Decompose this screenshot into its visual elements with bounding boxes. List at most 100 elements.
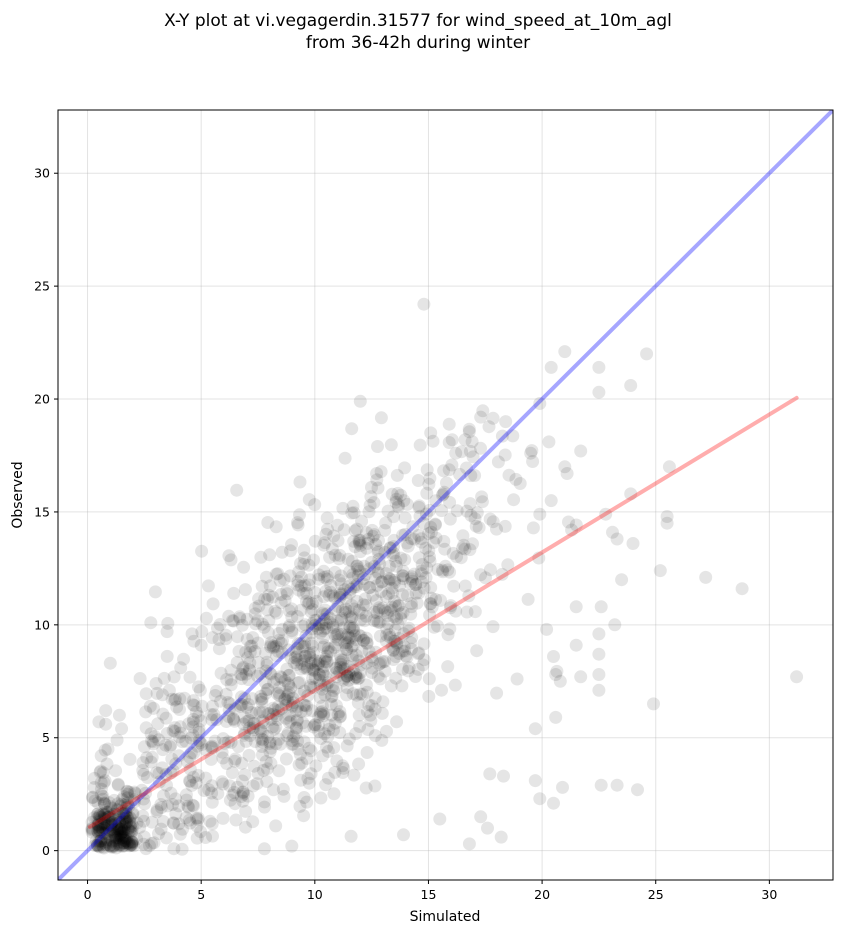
scatter-point — [119, 806, 133, 820]
scatter-point — [263, 579, 277, 593]
scatter-point — [116, 830, 130, 844]
scatter-point — [386, 643, 400, 657]
scatter-point — [547, 796, 560, 810]
scatter-point — [280, 662, 294, 676]
scatter-point — [359, 609, 373, 623]
scatter-point — [121, 822, 135, 836]
scatter-point — [111, 797, 125, 811]
scatter-point — [333, 588, 347, 602]
scatter-point — [346, 571, 360, 585]
scatter-point — [118, 798, 132, 812]
scatter-point — [373, 615, 387, 629]
scatter-point — [113, 799, 127, 813]
scatter-point — [253, 705, 267, 719]
scatter-point — [409, 578, 422, 592]
scatter-point — [526, 455, 540, 468]
scatter-point — [106, 835, 119, 849]
scatter-point — [445, 458, 459, 472]
scatter-point — [334, 655, 348, 669]
scatter-point — [112, 838, 126, 852]
scatter-point — [360, 541, 374, 555]
scatter-point — [159, 738, 173, 752]
scatter-point — [255, 692, 269, 706]
scatter-point — [359, 781, 373, 795]
scatter-point — [111, 824, 125, 838]
scatter-point — [210, 713, 224, 727]
scatter-point — [174, 661, 188, 675]
scatter-point — [325, 680, 339, 694]
scatter-point — [333, 665, 347, 679]
scatter-point — [117, 824, 131, 838]
scatter-point — [350, 580, 363, 593]
scatter-point — [119, 809, 133, 823]
scatter-point — [211, 787, 225, 801]
scatter-point — [222, 703, 236, 717]
scatter-point — [262, 614, 276, 628]
scatter-point — [178, 691, 191, 705]
scatter-point — [306, 639, 320, 653]
scatter-point — [272, 686, 286, 700]
scatter-point — [186, 720, 200, 734]
scatter-point — [316, 665, 330, 679]
scatter-point — [115, 819, 129, 833]
scatter-point — [475, 490, 489, 504]
scatter-point — [291, 574, 305, 588]
scatter-point — [407, 532, 421, 546]
scatter-point — [327, 529, 341, 543]
scatter-point — [450, 504, 464, 518]
scatter-point — [308, 654, 322, 668]
scatter-point — [333, 660, 347, 674]
scatter-point — [320, 607, 334, 621]
scatter-point — [227, 586, 241, 600]
scatter-point — [251, 669, 264, 683]
scatter-point — [144, 755, 158, 769]
scatter-point — [379, 516, 393, 530]
scatter-point — [381, 609, 395, 623]
scatter-point — [356, 572, 370, 586]
scatter-point — [366, 588, 380, 602]
scatter-point — [143, 839, 156, 853]
scatter-point — [103, 818, 117, 832]
scatter-point — [165, 692, 179, 706]
scatter-point — [323, 718, 337, 732]
scatter-point — [353, 545, 367, 559]
scatter-point — [396, 662, 409, 676]
scatter-point — [526, 521, 540, 535]
scatter-point — [87, 811, 101, 825]
scatter-point — [111, 778, 125, 792]
scatter-point — [98, 838, 112, 852]
scatter-point — [271, 699, 285, 713]
scatter-point — [117, 836, 131, 850]
scatter-point — [136, 756, 150, 770]
scatter-point — [166, 798, 179, 811]
scatter-point — [173, 730, 186, 744]
scatter-point — [107, 793, 121, 807]
chart-subtitle: from 36-42h during winter — [306, 33, 530, 53]
scatter-point — [453, 467, 467, 481]
scatter-point — [172, 749, 186, 763]
scatter-point — [254, 732, 268, 746]
scatter-point — [309, 594, 323, 608]
scatter-point — [435, 504, 449, 518]
scatter-point — [409, 670, 422, 683]
scatter-point — [113, 828, 127, 842]
scatter-point — [294, 557, 307, 570]
scatter-point — [528, 722, 542, 736]
scatter-point — [324, 645, 338, 659]
scatter-point — [292, 758, 306, 772]
scatter-point — [360, 636, 374, 650]
scatter-point — [208, 689, 222, 702]
scatter-point — [167, 816, 181, 830]
scatter-point — [385, 487, 399, 501]
identity-line — [58, 110, 833, 880]
scatter-point — [365, 523, 379, 537]
scatter-point — [364, 708, 377, 722]
scatter-point — [305, 622, 319, 636]
scatter-point — [209, 684, 223, 698]
scatter-point — [382, 587, 396, 601]
scatter-point — [272, 732, 286, 746]
scatter-point — [260, 592, 274, 606]
scatter-point — [114, 826, 128, 840]
scatter-point — [375, 575, 389, 589]
scatter-point — [123, 811, 137, 825]
